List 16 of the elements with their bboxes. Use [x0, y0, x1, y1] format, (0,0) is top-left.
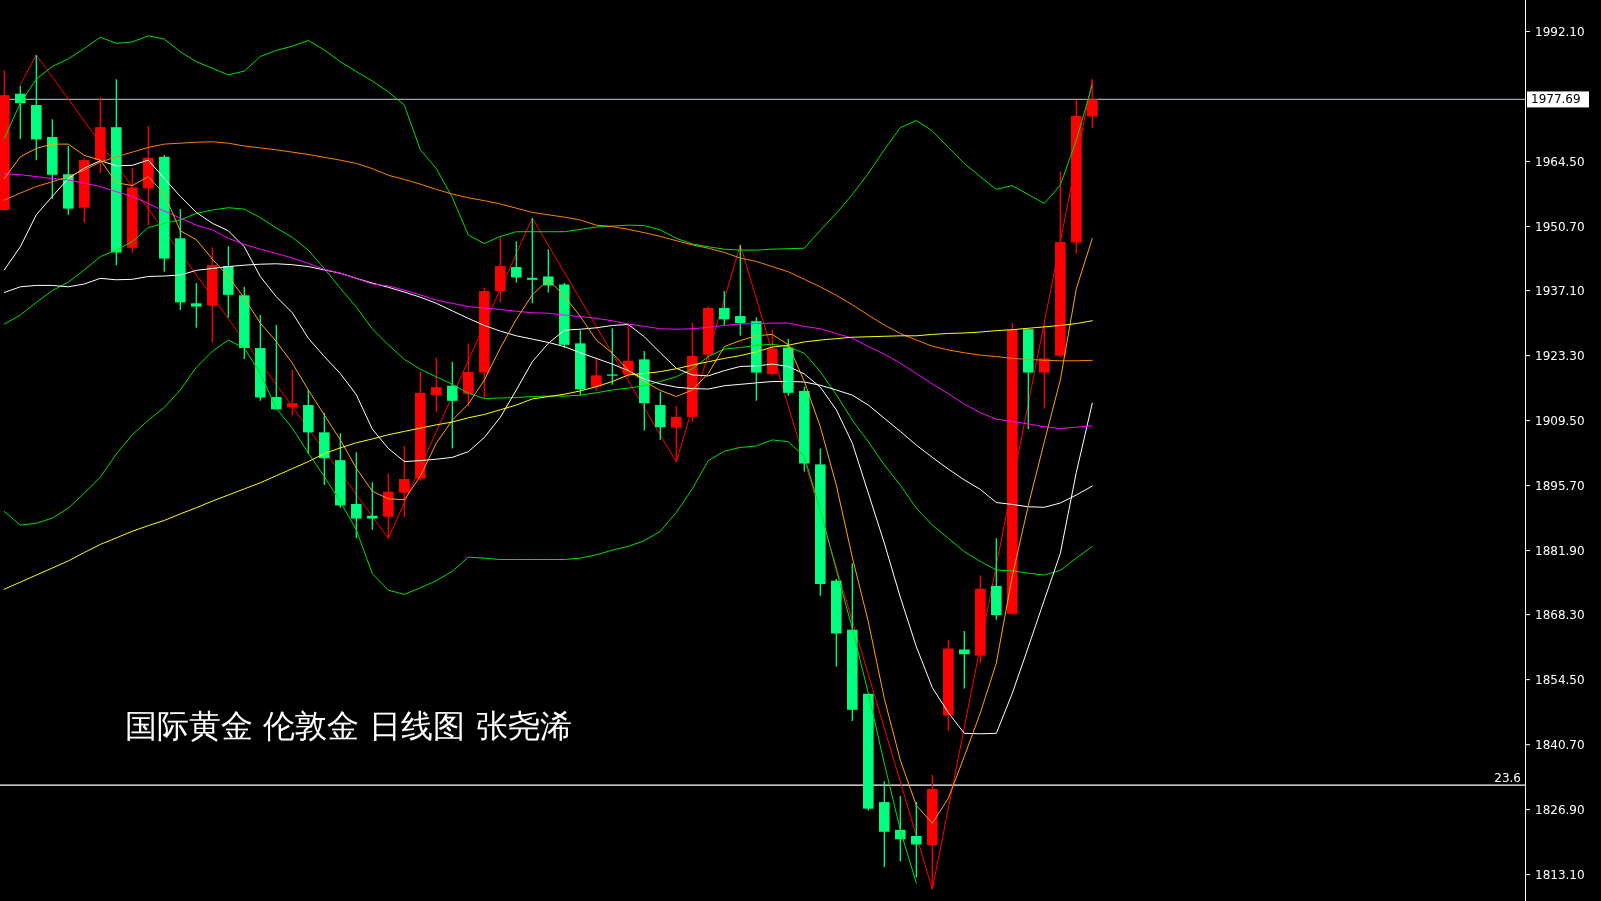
y-tick-label: 1937.10 — [1535, 283, 1585, 298]
y-tick-label: 1881.90 — [1535, 543, 1585, 558]
y-tick-label: 1909.50 — [1535, 413, 1585, 428]
y-tick-label: 1895.70 — [1535, 478, 1585, 493]
y-tick-label: 1854.50 — [1535, 672, 1585, 687]
y-tick-label: 1840.70 — [1535, 737, 1585, 752]
y-tick-label: 1992.10 — [1535, 24, 1585, 39]
title: 国际黄金 伦敦金 日线图 张尧浠 — [125, 707, 572, 745]
y-tick-label: 1964.50 — [1535, 154, 1585, 169]
y-tick-label: 1826.90 — [1535, 802, 1585, 817]
ref-label: 1977.69 — [1531, 92, 1581, 107]
y-tick-label: 1923.30 — [1535, 348, 1585, 363]
y-tick-label: 1950.70 — [1535, 219, 1585, 234]
annotation: 23.6 — [1494, 771, 1521, 786]
y-tick-label: 1813.10 — [1535, 867, 1585, 882]
y-tick-label: 1868.30 — [1535, 607, 1585, 622]
